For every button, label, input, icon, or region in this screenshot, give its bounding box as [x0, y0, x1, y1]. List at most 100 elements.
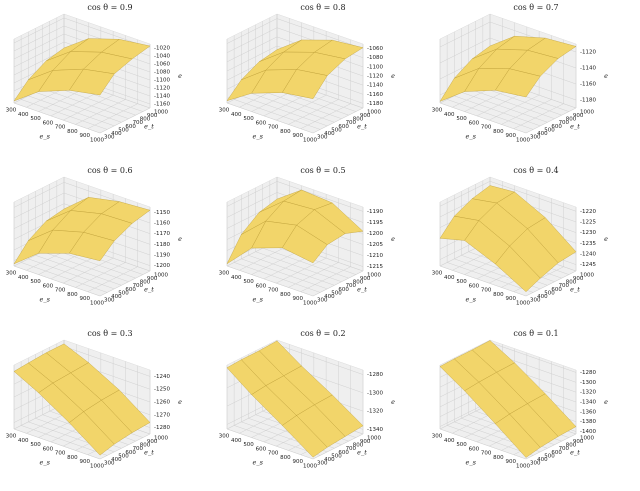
x-tick-label: 600 — [256, 446, 267, 452]
x-tick-label: 500 — [456, 442, 467, 448]
y-tick-label: 1000 — [367, 273, 381, 279]
y-tick-label: 900 — [360, 113, 371, 119]
z-tick-label: -1300 — [367, 390, 383, 396]
y-tick-label: 600 — [551, 124, 562, 130]
z-tick-label: -1210 — [367, 253, 383, 259]
z-tick-label: -1205 — [367, 242, 383, 248]
x-tick-label: 600 — [469, 120, 480, 126]
y-grid-line — [20, 361, 108, 456]
y-grid-line — [439, 365, 527, 460]
y-grid-line — [255, 187, 342, 282]
surface-patch — [495, 68, 541, 98]
x-tick-label: 1000 — [516, 464, 530, 470]
z-axis-label: e — [391, 235, 395, 243]
z-tick-label: -1380 — [580, 419, 596, 425]
surface-patch — [282, 224, 328, 264]
panel-title: cos θ = 0.3 — [87, 329, 132, 338]
x-axis-label: e_s — [39, 133, 50, 141]
y-axis-label: e_t — [357, 123, 367, 131]
y-tick-label: 900 — [573, 439, 584, 445]
y-tick-label: 800 — [140, 117, 151, 123]
z-tick-label: -1340 — [367, 427, 383, 433]
x-tick-label: 300 — [219, 108, 230, 114]
y-tick-label: 1000 — [154, 273, 168, 279]
z-tick-label: -1230 — [580, 230, 596, 236]
panel-title: cos θ = 0.7 — [513, 3, 558, 12]
y-tick-label: 900 — [147, 276, 158, 282]
y-tick-label: 800 — [140, 280, 151, 286]
z-axis-label: e — [391, 398, 395, 406]
x-tick-label: 300 — [219, 271, 230, 277]
z-tick-label: -1235 — [580, 241, 596, 247]
y-tick-label: 500 — [118, 127, 129, 133]
x-axis-label: e_s — [465, 133, 476, 141]
panel-title: cos θ = 0.5 — [300, 166, 345, 175]
x-tick-label: 600 — [469, 446, 480, 452]
surface-patch — [282, 69, 328, 99]
y-axis-label: e_t — [357, 449, 367, 457]
y-tick-label: 400 — [537, 131, 548, 137]
x-tick-label: 500 — [30, 442, 41, 448]
x-tick-label: 600 — [256, 120, 267, 126]
z-tick-label: -1180 — [154, 242, 170, 248]
z-axis-label: e — [178, 72, 182, 80]
z-tick-label: -1160 — [367, 92, 383, 98]
x-tick-label: 900 — [292, 133, 303, 139]
x-tick-label: 800 — [280, 455, 291, 461]
x-tick-label: 400 — [444, 438, 455, 444]
x-axis-label: e_s — [39, 296, 50, 304]
y-tick-label: 600 — [551, 287, 562, 293]
panel-title: cos θ = 0.2 — [300, 329, 345, 338]
y-grid-line — [446, 35, 534, 130]
x-tick-label: 700 — [481, 288, 492, 294]
x-tick-label: 1000 — [303, 301, 317, 307]
y-tick-label: 800 — [353, 443, 364, 449]
z-grid-line — [13, 17, 151, 49]
x-tick-label: 700 — [55, 288, 66, 294]
panel-title: cos θ = 0.8 — [300, 3, 345, 12]
x-tick-label: 900 — [505, 459, 516, 465]
y-tick-label: 800 — [140, 443, 151, 449]
x-tick-label: 900 — [79, 459, 90, 465]
z-grid-line — [226, 181, 364, 212]
z-tick-label: -1060 — [154, 62, 170, 68]
x-axis-label: e_s — [39, 459, 50, 467]
x-tick-label: 500 — [456, 279, 467, 285]
z-tick-label: -1140 — [154, 94, 170, 100]
x-axis-label: e_s — [252, 133, 263, 141]
x-tick-label: 400 — [444, 112, 455, 118]
y-tick-label: 500 — [118, 453, 129, 459]
y-grid-line — [446, 198, 534, 293]
y-tick-label: 300 — [530, 461, 541, 467]
y-tick-label: 500 — [331, 290, 342, 296]
x-tick-label: 800 — [67, 129, 78, 135]
x-tick-label: 900 — [79, 296, 90, 302]
z-tick-label: -1190 — [367, 209, 383, 215]
x-tick-label: 600 — [43, 446, 54, 452]
y-axis-label: e_t — [570, 449, 580, 457]
x-tick-label: 700 — [481, 125, 492, 131]
y-tick-label: 300 — [317, 298, 328, 304]
y-grid-line — [439, 202, 527, 297]
x-tick-label: 1000 — [90, 138, 104, 144]
y-tick-label: 500 — [118, 290, 129, 296]
y-tick-label: 400 — [537, 294, 548, 300]
z-tick-label: -1240 — [580, 251, 596, 257]
z-tick-label: -1320 — [580, 390, 596, 396]
y-axis-label: e_t — [144, 449, 154, 457]
x-tick-label: 800 — [280, 129, 291, 135]
x-tick-label: 500 — [243, 279, 254, 285]
y-tick-label: 500 — [544, 453, 555, 459]
z-axis-label: e — [604, 398, 608, 406]
y-axis-label: e_t — [144, 286, 154, 294]
y-tick-label: 300 — [104, 135, 115, 141]
z-tick-label: -1080 — [154, 70, 170, 76]
z-grid-line — [439, 180, 577, 212]
y-tick-label: 800 — [566, 117, 577, 123]
x-tick-label: 1000 — [90, 464, 104, 470]
x-tick-label: 700 — [268, 288, 279, 294]
